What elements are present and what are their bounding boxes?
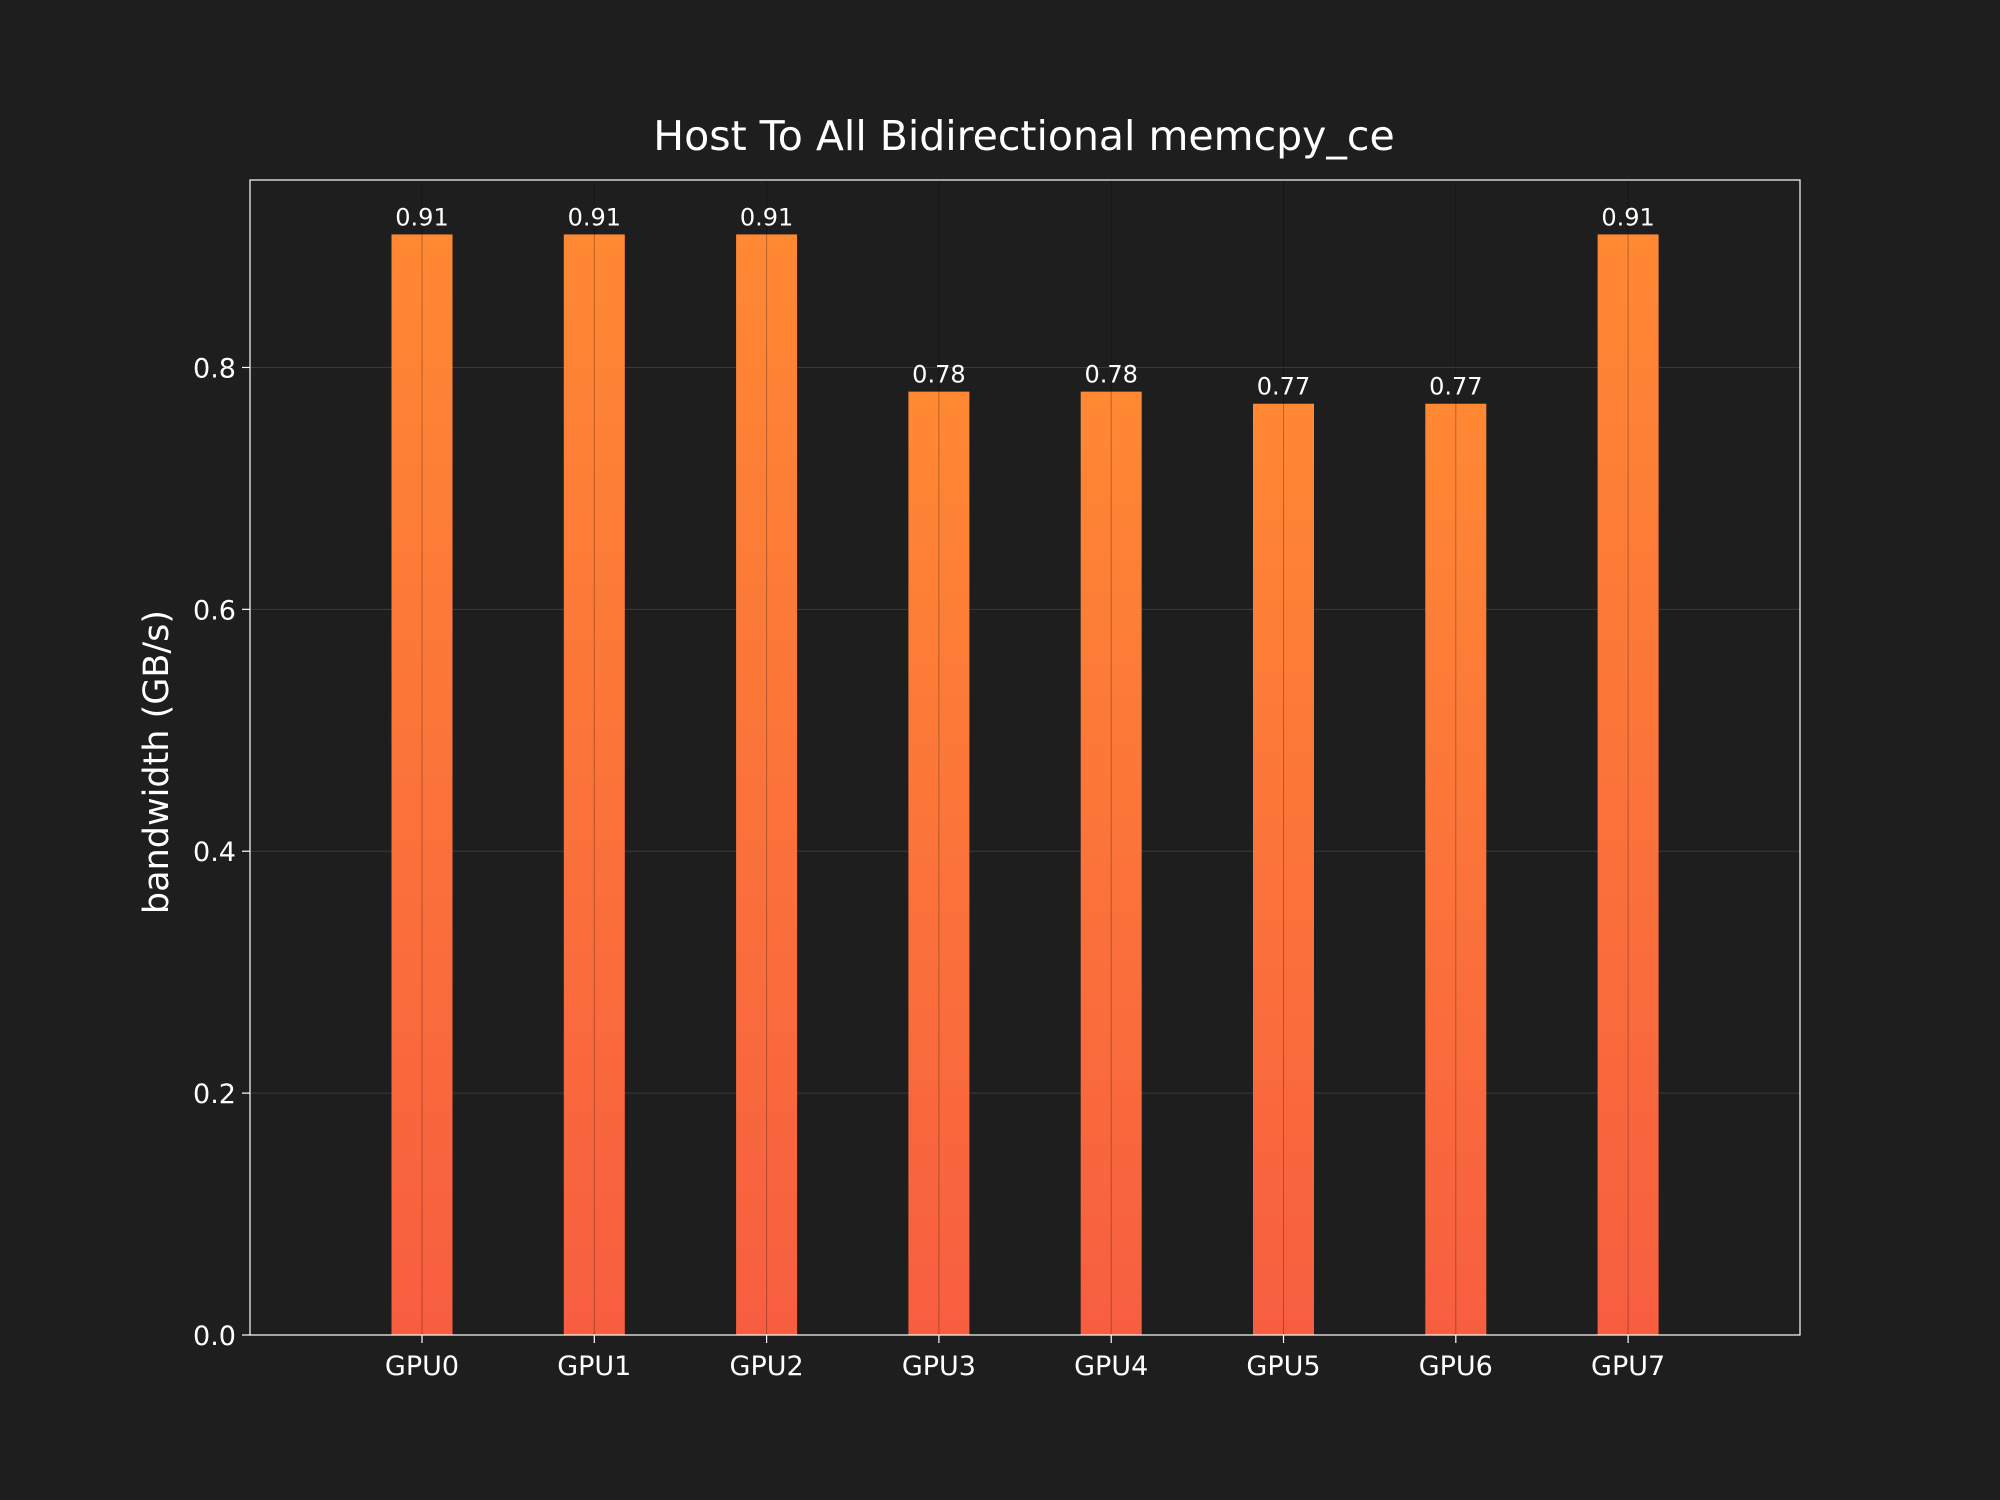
- x-tick-label-6: GPU6: [1419, 1351, 1493, 1382]
- bar-gpu1: [563, 234, 625, 1336]
- value-label-7: 0.91: [1601, 203, 1654, 231]
- y-axis-label: bandwidth (GB/s): [137, 610, 177, 914]
- vertical-grid-lines: [421, 180, 1629, 1335]
- value-label-5: 0.77: [1257, 373, 1310, 401]
- y-tick-label-0: 0.0: [193, 1321, 236, 1352]
- x-tick-label-3: GPU3: [902, 1351, 976, 1382]
- bar-gpu0: [391, 234, 453, 1336]
- plot-frame: [249, 179, 1801, 1336]
- y-tick-label-4: 0.8: [193, 353, 236, 384]
- y-tick-label-1: 0.2: [193, 1079, 236, 1110]
- bar-gpu2: [736, 234, 798, 1336]
- x-tick-label-2: GPU2: [730, 1351, 804, 1382]
- value-label-1: 0.91: [568, 203, 621, 231]
- bar-gpu3: [908, 391, 970, 1336]
- value-label-0: 0.91: [395, 203, 448, 231]
- bars: [391, 234, 1659, 1336]
- chart-title: Host To All Bidirectional memcpy_ce: [653, 112, 1394, 160]
- y-tick-label-2: 0.4: [193, 837, 236, 868]
- value-label-2: 0.91: [740, 203, 793, 231]
- x-tick-label-4: GPU4: [1074, 1351, 1148, 1382]
- x-tick-label-1: GPU1: [557, 1351, 631, 1382]
- value-label-3: 0.78: [912, 361, 965, 389]
- x-tick-label-0: GPU0: [385, 1351, 459, 1382]
- y-axis-ticks: 0.0 0.2 0.4 0.6 0.8: [193, 353, 250, 1352]
- x-tick-label-5: GPU5: [1246, 1351, 1320, 1382]
- y-tick-label-3: 0.6: [193, 595, 236, 626]
- bar-gpu7: [1597, 234, 1659, 1336]
- bar-gpu4: [1080, 391, 1142, 1336]
- bar-gpu6: [1425, 403, 1487, 1335]
- value-labels: 0.91 0.91 0.91 0.78 0.78 0.77 0.77 0.91: [395, 203, 1655, 400]
- x-axis-ticks: GPU0 GPU1 GPU2 GPU3 GPU4 GPU5 GPU6 GPU7: [385, 1335, 1665, 1382]
- grid-lines: [250, 366, 1800, 1336]
- x-tick-label-7: GPU7: [1591, 1351, 1665, 1382]
- value-label-6: 0.77: [1429, 373, 1482, 401]
- bar-gpu5: [1253, 403, 1314, 1335]
- value-label-4: 0.78: [1084, 361, 1137, 389]
